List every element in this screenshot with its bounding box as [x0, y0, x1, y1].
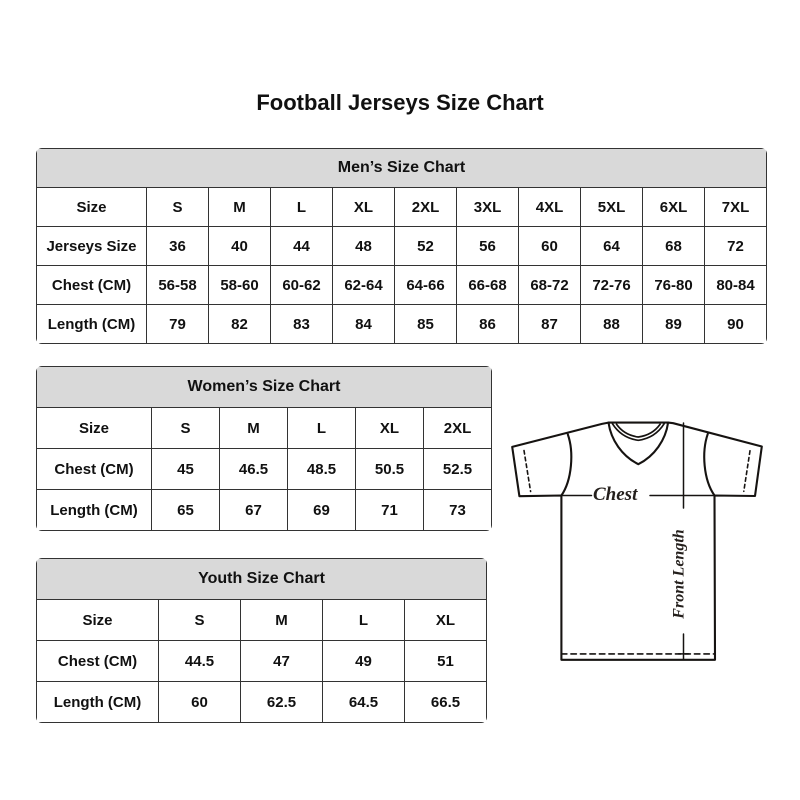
svg-text:Chest: Chest	[593, 484, 638, 505]
svg-text:Front Length: Front Length	[671, 529, 688, 619]
